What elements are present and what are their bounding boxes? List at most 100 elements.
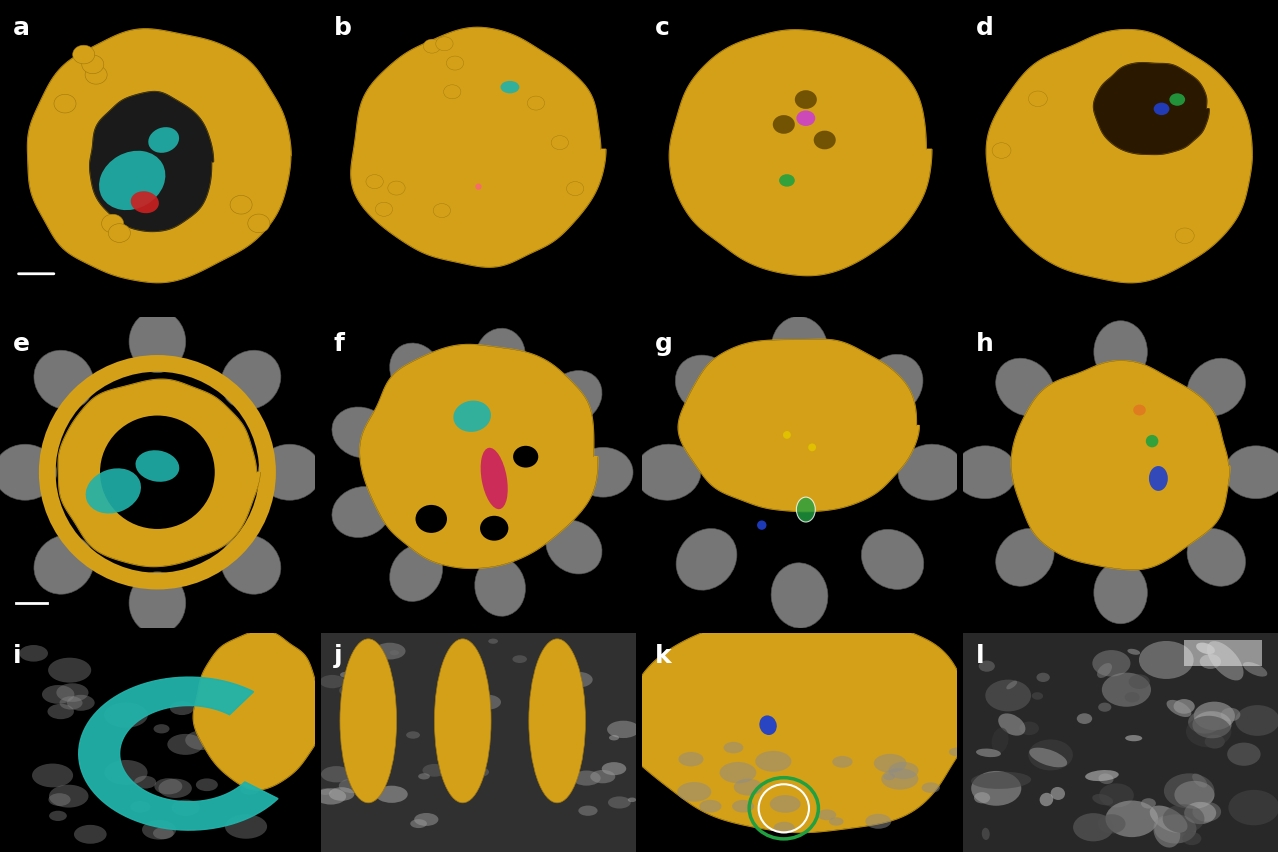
Ellipse shape xyxy=(42,685,74,704)
Ellipse shape xyxy=(442,727,466,740)
Ellipse shape xyxy=(992,728,1008,753)
Circle shape xyxy=(1036,673,1049,682)
Ellipse shape xyxy=(992,143,1011,158)
Ellipse shape xyxy=(135,450,179,481)
Ellipse shape xyxy=(248,214,270,233)
Circle shape xyxy=(971,771,1021,806)
Ellipse shape xyxy=(196,779,217,792)
Ellipse shape xyxy=(529,639,585,803)
Ellipse shape xyxy=(976,749,1001,757)
Ellipse shape xyxy=(346,675,362,682)
Ellipse shape xyxy=(953,446,1017,498)
Ellipse shape xyxy=(481,515,509,541)
Ellipse shape xyxy=(921,782,939,793)
Ellipse shape xyxy=(1125,735,1143,741)
Ellipse shape xyxy=(818,809,836,820)
Ellipse shape xyxy=(225,815,267,838)
Circle shape xyxy=(1077,713,1093,724)
Bar xyxy=(1183,640,1263,666)
Ellipse shape xyxy=(773,821,795,834)
Ellipse shape xyxy=(982,828,989,840)
Ellipse shape xyxy=(796,111,815,126)
Ellipse shape xyxy=(98,151,165,210)
Ellipse shape xyxy=(82,55,104,74)
Circle shape xyxy=(1074,813,1113,842)
Ellipse shape xyxy=(363,741,376,748)
Ellipse shape xyxy=(1134,405,1146,416)
Ellipse shape xyxy=(35,350,93,410)
Ellipse shape xyxy=(376,786,408,803)
Ellipse shape xyxy=(366,175,383,188)
Polygon shape xyxy=(1011,360,1229,570)
Circle shape xyxy=(1139,641,1194,679)
Ellipse shape xyxy=(261,722,277,732)
Ellipse shape xyxy=(996,358,1054,416)
Ellipse shape xyxy=(340,672,351,677)
Circle shape xyxy=(1174,780,1214,809)
Circle shape xyxy=(1125,692,1140,702)
Ellipse shape xyxy=(865,814,891,829)
Circle shape xyxy=(1128,674,1150,689)
Ellipse shape xyxy=(573,770,601,786)
Ellipse shape xyxy=(1127,648,1140,655)
Ellipse shape xyxy=(590,770,615,783)
Ellipse shape xyxy=(340,639,396,803)
Ellipse shape xyxy=(105,760,147,785)
Ellipse shape xyxy=(374,642,405,659)
Text: g: g xyxy=(654,332,672,356)
Ellipse shape xyxy=(49,658,91,682)
Ellipse shape xyxy=(387,181,405,195)
Text: e: e xyxy=(13,332,29,356)
Ellipse shape xyxy=(410,819,427,828)
Circle shape xyxy=(1163,804,1204,833)
Polygon shape xyxy=(360,344,598,568)
Ellipse shape xyxy=(1150,805,1187,833)
Ellipse shape xyxy=(474,557,525,616)
Circle shape xyxy=(1200,654,1220,669)
Ellipse shape xyxy=(1243,662,1268,676)
Ellipse shape xyxy=(829,817,843,826)
Circle shape xyxy=(1020,722,1039,735)
Circle shape xyxy=(1205,734,1224,749)
Ellipse shape xyxy=(104,702,148,728)
Ellipse shape xyxy=(433,204,450,217)
Text: h: h xyxy=(976,332,994,356)
Ellipse shape xyxy=(528,96,544,110)
Ellipse shape xyxy=(423,764,446,777)
Polygon shape xyxy=(28,29,291,283)
Ellipse shape xyxy=(240,784,259,795)
Ellipse shape xyxy=(451,744,460,749)
Ellipse shape xyxy=(773,115,795,134)
Ellipse shape xyxy=(551,135,569,150)
Ellipse shape xyxy=(1097,663,1112,678)
Ellipse shape xyxy=(320,788,331,795)
Ellipse shape xyxy=(221,535,281,594)
Ellipse shape xyxy=(1167,699,1191,717)
Ellipse shape xyxy=(134,776,156,789)
Ellipse shape xyxy=(566,181,584,196)
Ellipse shape xyxy=(1094,320,1148,383)
Ellipse shape xyxy=(557,719,576,729)
Polygon shape xyxy=(679,339,919,511)
Ellipse shape xyxy=(512,655,527,663)
Ellipse shape xyxy=(129,310,185,372)
Ellipse shape xyxy=(1149,466,1168,491)
Ellipse shape xyxy=(759,716,777,735)
Ellipse shape xyxy=(32,763,73,787)
Ellipse shape xyxy=(996,528,1054,586)
Ellipse shape xyxy=(1085,770,1118,781)
Circle shape xyxy=(1194,702,1235,730)
Ellipse shape xyxy=(470,767,489,777)
Ellipse shape xyxy=(328,787,354,801)
Ellipse shape xyxy=(234,737,256,749)
Ellipse shape xyxy=(153,827,174,839)
Ellipse shape xyxy=(129,572,185,634)
Ellipse shape xyxy=(579,805,598,816)
Polygon shape xyxy=(59,379,261,567)
Circle shape xyxy=(1227,743,1260,766)
Ellipse shape xyxy=(1029,748,1067,768)
Ellipse shape xyxy=(185,730,220,750)
Ellipse shape xyxy=(415,505,447,532)
Ellipse shape xyxy=(795,90,817,109)
Ellipse shape xyxy=(1154,102,1169,115)
